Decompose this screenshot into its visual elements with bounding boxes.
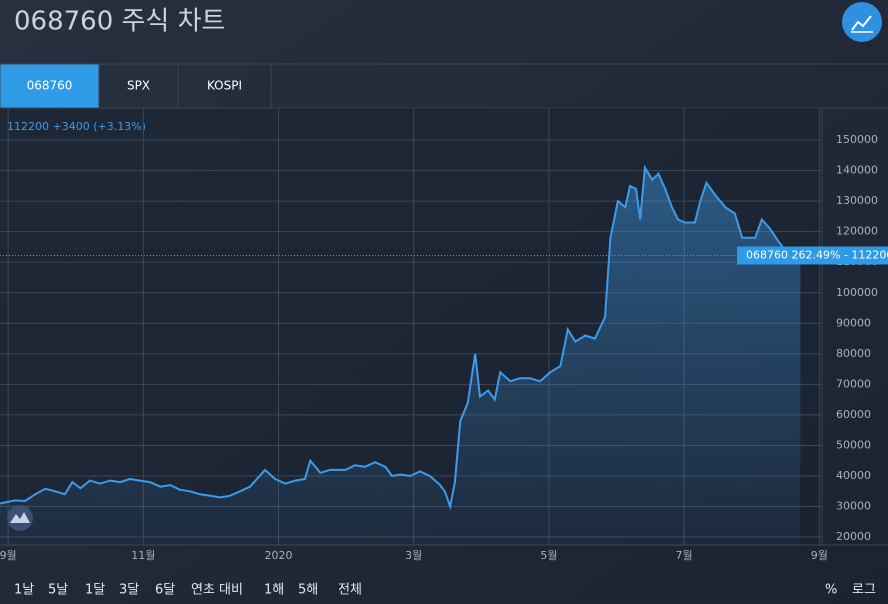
y-tick-label: 30000 <box>836 500 871 513</box>
tab-bg <box>177 63 272 109</box>
y-tick-label: 20000 <box>836 530 871 543</box>
y-tick-label: 50000 <box>836 438 871 451</box>
tab-label: KOSPI <box>207 79 242 93</box>
tab[interactable]: SPX <box>98 63 179 109</box>
y-tick-label: 60000 <box>836 408 871 421</box>
range-button[interactable]: 5해 <box>298 583 318 598</box>
range-button[interactable]: 6달 <box>155 583 175 598</box>
price-label: 068760 262.49% - 112200 <box>746 248 888 261</box>
x-tick-label: 7월 <box>676 549 693 562</box>
price-line <box>0 164 802 511</box>
area <box>0 167 801 545</box>
y-tick-label: 40000 <box>836 469 871 482</box>
x-tick-label: 3월 <box>405 549 422 562</box>
range-button[interactable]: 1날 <box>14 583 34 598</box>
price-label-bg <box>737 246 888 265</box>
y-tick-label: 100000 <box>836 286 878 299</box>
tab-bg <box>0 63 100 109</box>
range-button[interactable]: 전체 <box>338 583 362 598</box>
toggle[interactable]: % <box>825 583 837 598</box>
page-title: 068760 주식 차트 <box>14 7 225 37</box>
x-tick-label: 2020 <box>265 549 293 562</box>
tab-label: 068760 <box>27 79 73 93</box>
y-tick-label: 130000 <box>836 194 878 207</box>
y-tick-label: 140000 <box>836 164 878 177</box>
chart-style-button[interactable] <box>842 2 882 42</box>
tab-label: SPX <box>127 79 150 93</box>
range-button[interactable]: 1달 <box>85 583 105 598</box>
range-button[interactable]: 1해 <box>264 583 284 598</box>
y-tick-label: 90000 <box>836 316 871 329</box>
y-tick-label: 80000 <box>836 347 871 360</box>
y-tick-label: 150000 <box>836 133 878 146</box>
legend-text: 112200 +3400 (+3.13%) <box>7 120 146 133</box>
tab[interactable]: KOSPI <box>177 63 272 109</box>
x-tick-label: 11월 <box>131 549 155 562</box>
x-tick-label: 5월 <box>540 549 557 562</box>
range-button[interactable]: 3달 <box>119 583 139 598</box>
x-tick-label: 9월 <box>0 549 17 562</box>
x-tick-label: 9월 <box>811 549 828 562</box>
tab[interactable]: 068760 <box>0 63 100 109</box>
y-tick-label: 70000 <box>836 377 871 390</box>
y-tick-label: 120000 <box>836 225 878 238</box>
toggle[interactable]: 로그 <box>852 583 876 598</box>
range-button[interactable]: 연초 대비 <box>191 583 243 598</box>
range-button[interactable]: 5날 <box>48 583 68 598</box>
